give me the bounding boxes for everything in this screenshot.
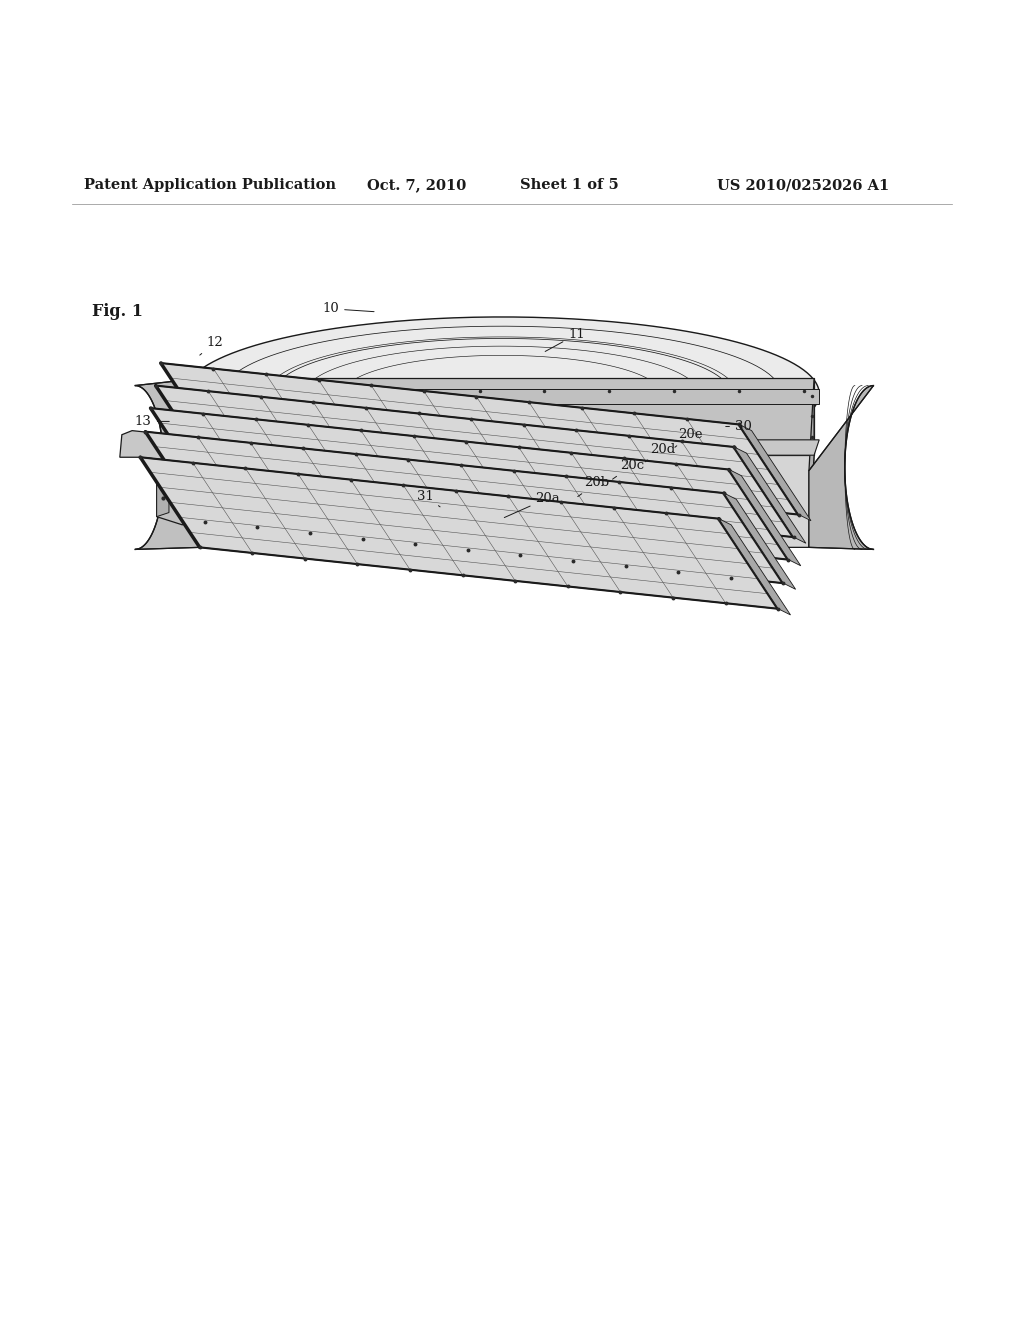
Text: 12: 12 (200, 337, 223, 355)
Polygon shape (151, 408, 788, 560)
Polygon shape (809, 379, 814, 548)
Text: 20d: 20d (645, 442, 675, 462)
Polygon shape (205, 379, 814, 455)
Text: Oct. 7, 2010: Oct. 7, 2010 (367, 178, 466, 193)
Polygon shape (157, 441, 169, 516)
Text: 20a: 20a (504, 492, 560, 517)
Polygon shape (184, 317, 819, 470)
Polygon shape (156, 385, 794, 537)
Text: 20e: 20e (675, 428, 702, 447)
Polygon shape (719, 519, 791, 615)
Polygon shape (182, 393, 203, 434)
Polygon shape (739, 425, 811, 520)
Text: 20c: 20c (612, 459, 644, 479)
Polygon shape (729, 470, 801, 566)
Polygon shape (120, 430, 729, 519)
Text: 11: 11 (545, 327, 585, 351)
Text: 20b: 20b (578, 477, 609, 496)
Text: 10: 10 (323, 302, 374, 315)
Polygon shape (135, 379, 200, 549)
Text: 13: 13 (135, 414, 169, 428)
Text: 30: 30 (726, 420, 752, 433)
Polygon shape (724, 494, 796, 589)
Polygon shape (809, 385, 873, 549)
Polygon shape (205, 388, 819, 404)
Polygon shape (200, 379, 205, 548)
Polygon shape (200, 455, 814, 548)
Text: Sheet 1 of 5: Sheet 1 of 5 (520, 178, 618, 193)
Polygon shape (176, 455, 205, 479)
Polygon shape (185, 407, 200, 426)
Text: Fig. 1: Fig. 1 (92, 304, 143, 321)
Polygon shape (205, 440, 819, 455)
Polygon shape (161, 363, 799, 515)
Polygon shape (140, 457, 778, 609)
Text: US 2010/0252026 A1: US 2010/0252026 A1 (717, 178, 889, 193)
Text: 31: 31 (417, 490, 440, 507)
Text: Patent Application Publication: Patent Application Publication (84, 178, 336, 193)
Polygon shape (145, 432, 783, 583)
Polygon shape (157, 437, 205, 525)
Polygon shape (734, 447, 806, 544)
